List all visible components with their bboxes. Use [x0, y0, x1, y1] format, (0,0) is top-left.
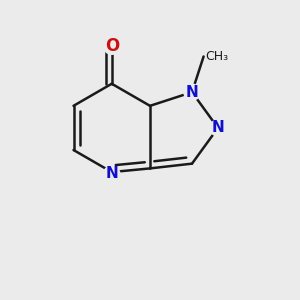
Circle shape [104, 38, 120, 54]
Text: N: N [186, 85, 198, 100]
Circle shape [210, 120, 226, 136]
Text: N: N [105, 167, 118, 182]
Text: CH₃: CH₃ [206, 50, 229, 63]
Circle shape [184, 84, 200, 100]
Text: O: O [105, 37, 119, 55]
Circle shape [104, 166, 120, 182]
Text: N: N [212, 120, 224, 135]
